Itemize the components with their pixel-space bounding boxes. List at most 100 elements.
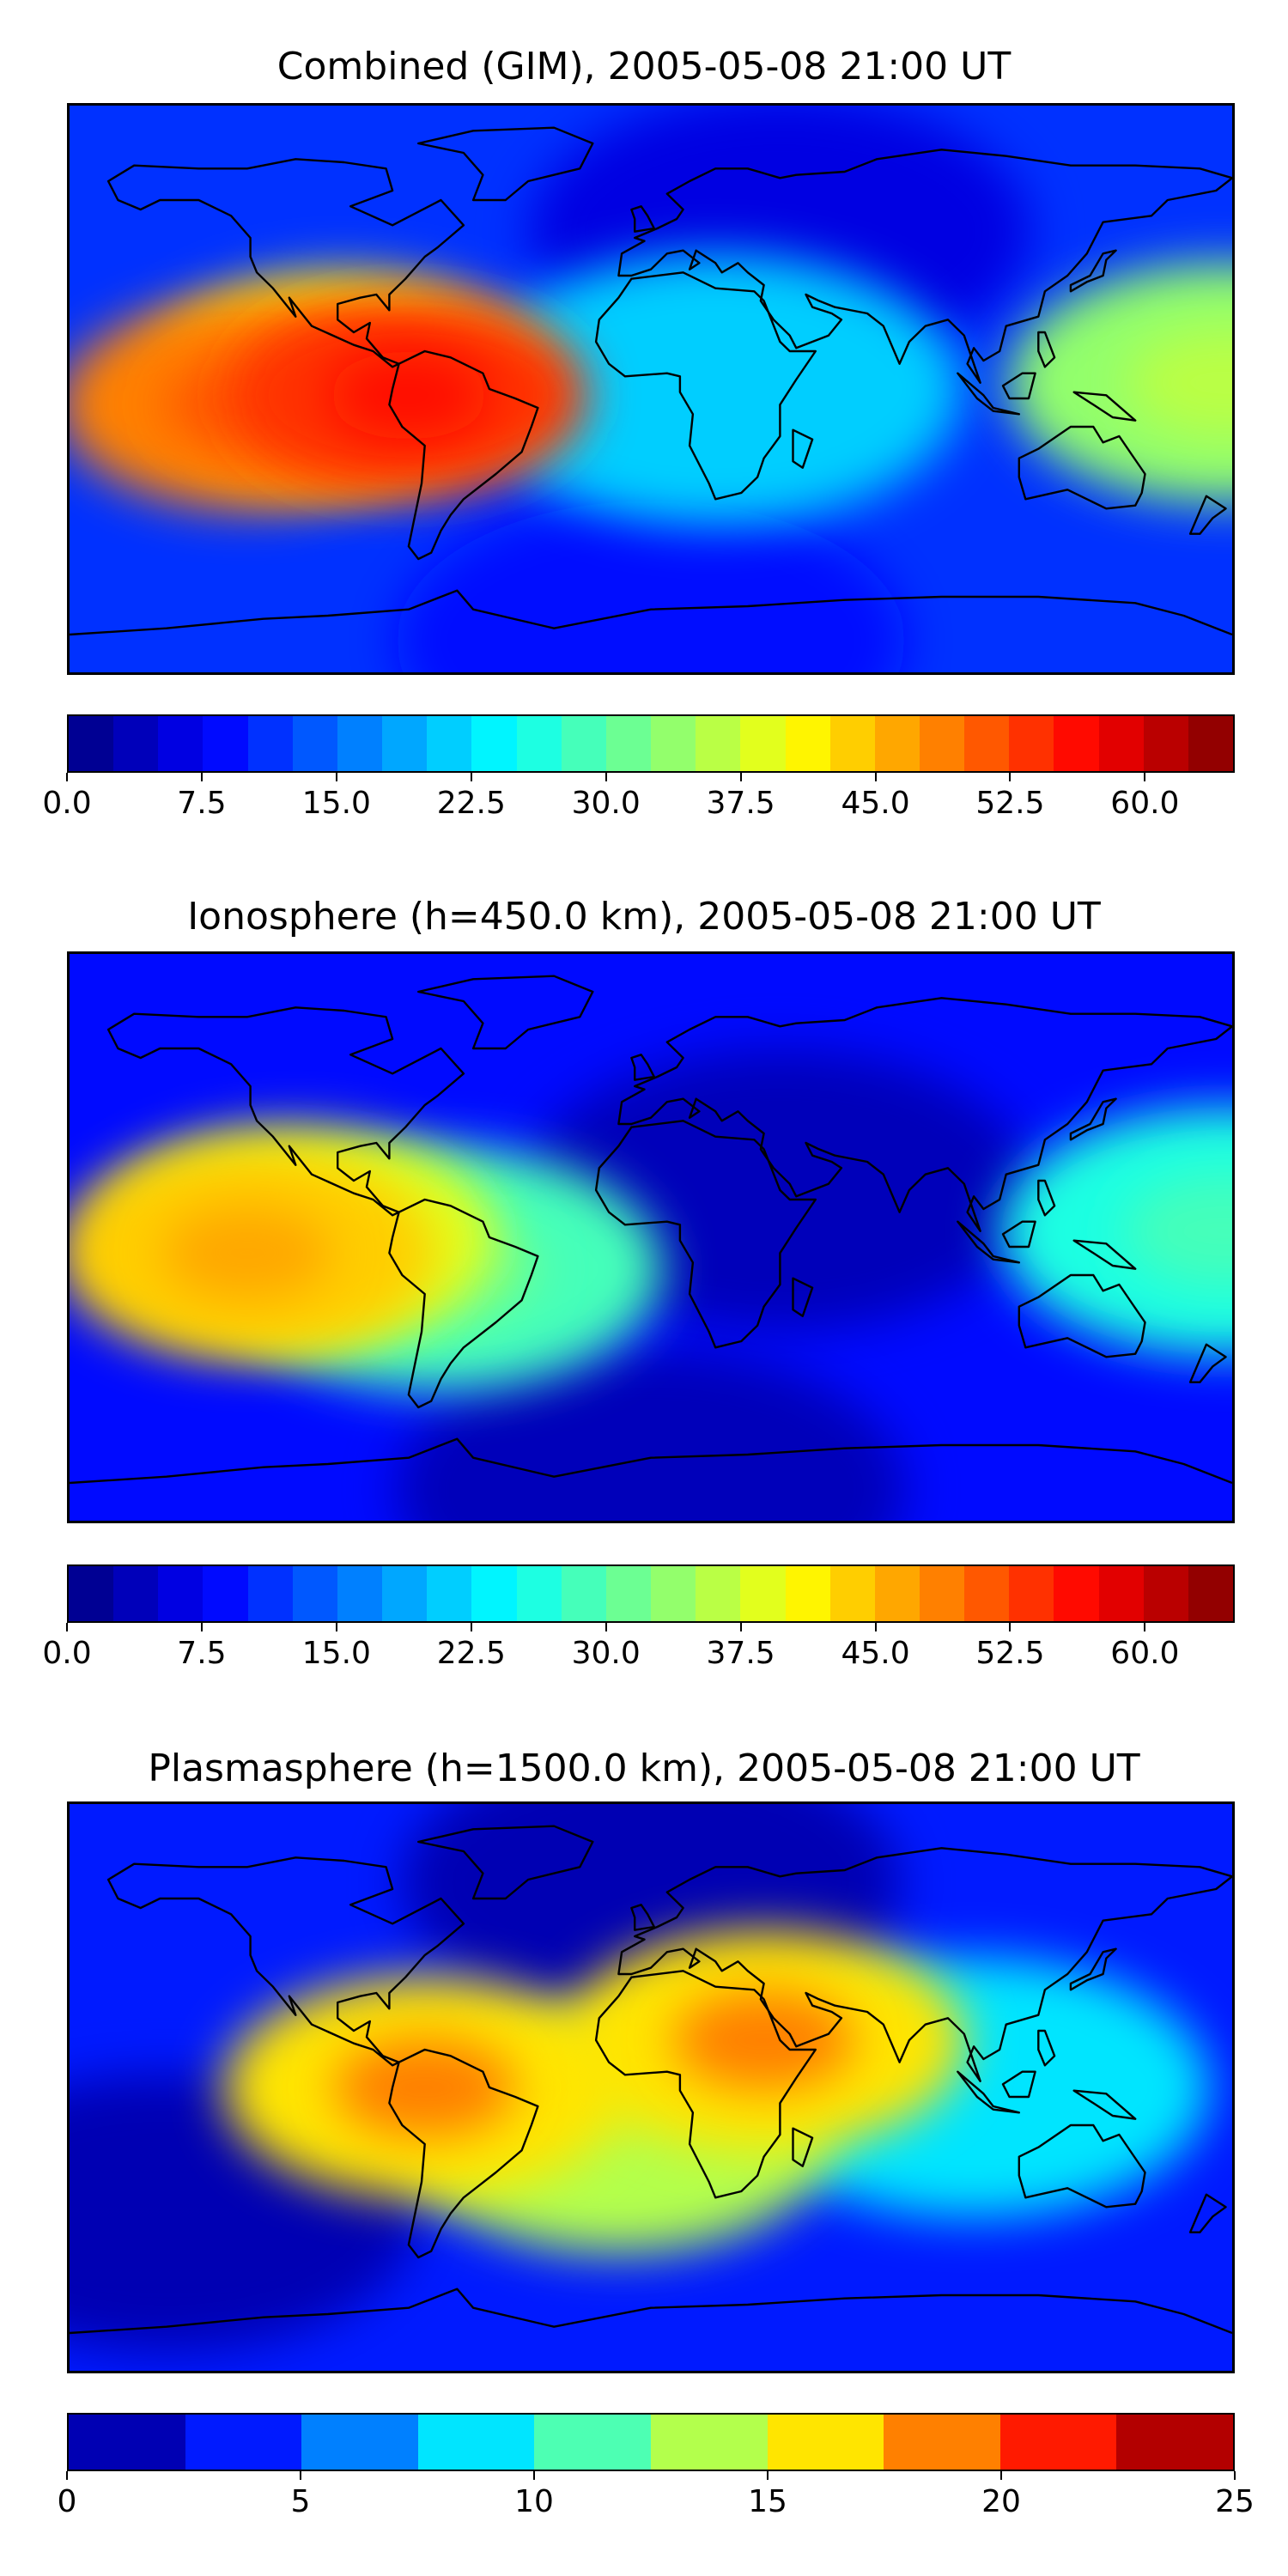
colorbar-segment [561, 716, 606, 771]
colorbar-tick-label: 60.0 [1110, 1636, 1180, 1671]
eurasia-coastline [617, 1847, 1232, 2082]
colorbar-tick [470, 1623, 472, 1631]
eurasia-coastline [617, 997, 1232, 1232]
colorbar-tick [300, 2471, 301, 2480]
panel-2-colorbar-ticks: 0.0 7.5 15.0 22.5 30.0 37.5 45.0 52.5 60.0 [42, 1623, 1235, 1674]
colorbar-segment [1188, 1566, 1234, 1621]
colorbar-tick-label: 52.5 [975, 1636, 1045, 1671]
colorbar-tick-label: 45.0 [841, 786, 910, 821]
colorbar-tick [605, 773, 607, 781]
colorbar-segment [1009, 716, 1054, 771]
panel-1-colorbar [67, 714, 1235, 773]
colorbar-segment [158, 716, 204, 771]
colorbar-segment [964, 1566, 1010, 1621]
colorbar-segment [113, 1566, 159, 1621]
colorbar-segment [651, 716, 696, 771]
uk-coastline [630, 205, 655, 233]
colorbar-segment [884, 2415, 1000, 2470]
uk-coastline [630, 1904, 655, 1931]
colorbar-segment [292, 1566, 337, 1621]
colorbar-segment [829, 1566, 875, 1621]
panel-3-colorbar-ticks: 0 5 10 15 20 25 [58, 2471, 1255, 2523]
panel-3-title: Plasmasphere (h=1500.0 km), 2005-05-08 2… [148, 1747, 1140, 1790]
colorbar-tick [1009, 1623, 1012, 1631]
colorbar-segment [1054, 1566, 1099, 1621]
colorbar-segment [69, 1566, 114, 1621]
colorbar-segment [417, 2415, 535, 2470]
colorbar-tick [533, 2471, 535, 2480]
colorbar-segment [427, 716, 472, 771]
colorbar-tick-label: 60.0 [1110, 786, 1180, 821]
antarctica-coastline [70, 1437, 1232, 1485]
new-guinea-coastline [1072, 391, 1137, 422]
colorbar-tick [739, 773, 742, 781]
colorbar-segment [301, 2415, 418, 2470]
colorbar-segment [203, 1566, 248, 1621]
madagascar-coastline [792, 428, 814, 469]
japan-coastline [1069, 1947, 1117, 1991]
colorbar-tick-label: 15 [748, 2484, 787, 2519]
colorbar-tick-label: 0 [57, 2484, 77, 2519]
field-core [1124, 1175, 1232, 1287]
colorbar-tick-label: 0.0 [42, 786, 92, 821]
borneo-coastline [1001, 1220, 1036, 1249]
panel-3-map-svg [70, 1804, 1232, 2371]
colorbar-segment [516, 1566, 562, 1621]
panel-3-map [67, 1801, 1235, 2373]
colorbar-segment [158, 1566, 204, 1621]
uk-coastline [630, 1054, 655, 1081]
colorbar-segment [999, 2415, 1117, 2470]
colorbar-segment [185, 2415, 302, 2470]
colorbar-segment [534, 2415, 651, 2470]
antarctica-coastline [70, 2287, 1232, 2335]
new-zealand-coastline [1188, 1343, 1227, 1383]
australia-coastline [1018, 425, 1146, 510]
colorbar-segment [605, 716, 652, 771]
field-blob [469, 253, 963, 525]
japan-coastline [1069, 249, 1117, 293]
colorbar-segment [829, 716, 875, 771]
field-core [1127, 329, 1232, 437]
colorbar-tick-label: 10 [514, 2484, 554, 2519]
greenland-coastline [417, 1825, 594, 1900]
colorbar-segment [874, 1566, 920, 1621]
colorbar-segment [1098, 1566, 1144, 1621]
africa-coastline [594, 1970, 817, 2199]
panel-2-colorbar [67, 1564, 1235, 1623]
colorbar-segment [292, 716, 337, 771]
colorbar-tick [605, 1623, 607, 1631]
colorbar-segment [785, 1566, 830, 1621]
australia-coastline [1018, 1273, 1146, 1358]
colorbar-tick [1144, 1623, 1146, 1631]
colorbar-tick-label: 30.0 [571, 1636, 641, 1671]
colorbar-segment [382, 1566, 428, 1621]
colorbar-segment [427, 1566, 472, 1621]
colorbar-tick [1009, 773, 1012, 781]
colorbar-tick-label: 52.5 [975, 786, 1045, 821]
colorbar-segment [1098, 716, 1144, 771]
colorbar-tick-label: 22.5 [436, 786, 506, 821]
madagascar-coastline [792, 2127, 814, 2167]
colorbar-tick [470, 773, 472, 781]
greenland-coastline [417, 975, 594, 1050]
panel-3-colorbar [67, 2413, 1235, 2471]
colorbar-segment [247, 716, 293, 771]
colorbar-tick-label: 15.0 [301, 1636, 371, 1671]
colorbar-tick [874, 773, 877, 781]
sumatra-java-coastline [957, 1220, 1020, 1264]
colorbar-tick [1234, 2471, 1236, 2480]
colorbar-segment [696, 716, 741, 771]
colorbar-tick [66, 1623, 68, 1631]
colorbar-tick-label: 5 [290, 2484, 311, 2519]
colorbar-tick-label: 7.5 [177, 1636, 227, 1671]
colorbar-tick-label: 7.5 [177, 786, 227, 821]
borneo-coastline [1001, 372, 1036, 400]
north-america-coastline [106, 1006, 465, 1217]
colorbar-tick-label: 45.0 [841, 1636, 910, 1671]
panel-1-title: Combined (GIM), 2005-05-08 21:00 UT [276, 45, 1012, 88]
field-core [673, 1990, 855, 2090]
panel-2-title: Ionosphere (h=450.0 km), 2005-05-08 21:0… [187, 895, 1101, 939]
colorbar-segment [651, 1566, 696, 1621]
colorbar-tick [1144, 773, 1146, 781]
colorbar-tick [66, 2471, 68, 2480]
